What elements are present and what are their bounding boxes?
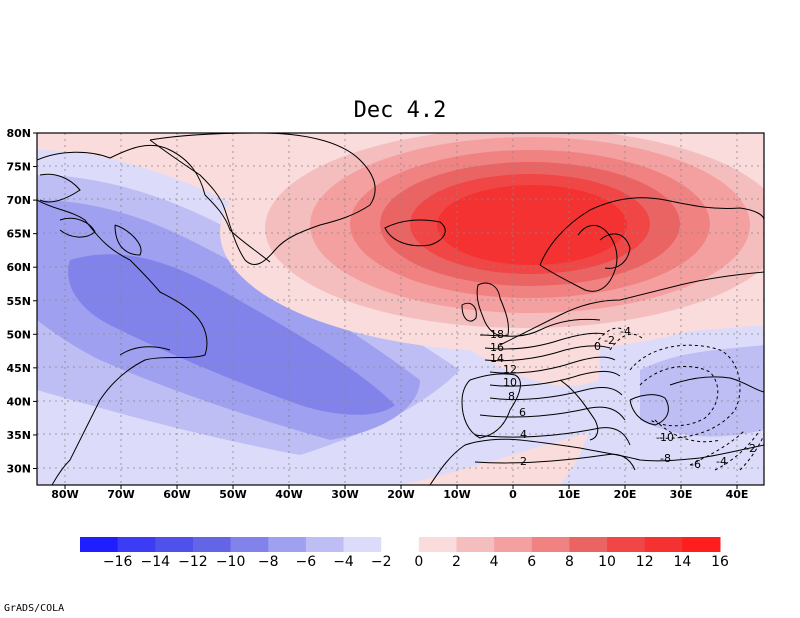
contour-label: 16 [490,341,504,354]
colorbar-swatch [644,537,683,552]
lon-label: 40E [726,488,749,501]
colorbar-label: 14 [673,554,691,570]
colorbar-label: −6 [296,554,317,570]
contour-labels: 18 16 14 12 10 8 6 4 2 0 -2 -4 -10 -8 -6… [490,325,756,471]
shaded-field [37,133,764,485]
colorbar-label: −2 [371,554,392,570]
lat-label: 65N [6,228,31,241]
colorbar-label: 2 [452,554,461,570]
colorbar-swatch [117,537,156,552]
colorbar-swatch [155,537,194,552]
colorbar-label: −12 [178,554,208,570]
colorbar-swatch [343,537,382,552]
contour-label: 14 [490,352,504,365]
colorbar-swatch [418,537,457,552]
colorbar-swatch [607,537,646,552]
contour-label: 6 [519,406,526,419]
lon-label: 10W [443,488,470,501]
lon-label: 30E [670,488,693,501]
credit-label: GrADS/COLA [4,603,65,614]
positive-contours [474,318,636,471]
lat-label: 40N [6,395,31,408]
coastlines [37,133,764,485]
colorbar-swatch [305,537,345,552]
longitude-axis: 80W 70W 60W 50W 40W 30W 20W 10W 0 10E 20E 30E 40E [51,485,748,501]
lat-label: 45N [6,362,31,375]
contour-label: 0 [594,340,601,353]
colorbar-label: −16 [103,554,133,570]
colorbar-label: 6 [527,554,536,570]
contour-label: -4 [716,455,727,468]
colorbar-swatch [80,537,119,552]
lon-label: 60W [163,488,190,501]
contour-label: 18 [490,328,504,341]
lon-label: 80W [51,488,78,501]
contour-label: -2 [745,442,756,455]
lon-label: 20W [387,488,414,501]
latitude-axis: 80N 75N 70N 65N 60N 55N 50N 45N 40N 35N 30N [6,127,37,476]
lat-label: 30N [6,463,31,476]
colorbar-swatch [381,537,420,552]
colorbar-label: 16 [711,554,729,570]
positive-anomaly-region [220,133,764,352]
colorbar-swatch [569,537,608,552]
lon-label: 50W [219,488,246,501]
colorbar-label: 4 [490,554,499,570]
colorbar-label: 0 [414,554,423,570]
colorbar: −16 −14 −12 −10 −8 −6 −4 −2 0 2 4 6 8 10 12 14 16 [80,537,729,570]
colorbar-label: −14 [141,554,171,570]
colorbar-swatch [230,537,269,552]
lat-label: 60N [6,261,31,274]
contour-label: 10 [503,376,517,389]
lat-label: 70N [6,194,31,207]
contour-label: -4 [620,325,631,338]
lon-label: 40W [275,488,302,501]
contour-label: -6 [690,458,701,471]
contour-label: 2 [520,455,527,468]
contour-label: 8 [508,390,515,403]
lon-label: 30W [331,488,358,501]
lon-label: 70W [107,488,134,501]
lat-label: 75N [6,161,31,174]
colorbar-swatch [494,537,533,552]
lat-label: 55N [6,295,31,308]
colorbar-label: −8 [258,554,279,570]
contour-lines [474,318,764,471]
map-title: Dec 4.2 [353,98,447,123]
colorbar-swatch [456,537,495,552]
colorbar-label: 12 [636,554,654,570]
contour-label: 4 [520,428,527,441]
lon-label: 0 [509,488,517,501]
negative-contours [594,327,764,471]
contour-label: -8 [660,452,671,465]
graticule [37,133,764,485]
lon-label: 10E [558,488,581,501]
colorbar-swatch [531,537,570,552]
colorbar-swatch [268,537,307,552]
colorbar-swatch [682,537,721,552]
contour-label: -10 [656,431,674,444]
lat-label: 50N [6,328,31,341]
contour-label: 12 [503,363,517,376]
colorbar-label: 10 [598,554,616,570]
colorbar-label: 8 [565,554,574,570]
colorbar-label: −4 [333,554,354,570]
colorbar-label: −10 [216,554,246,570]
lat-label: 80N [6,127,31,140]
lon-label: 20E [614,488,637,501]
colorbar-swatch [192,537,232,552]
contour-label: -2 [604,334,615,347]
lat-label: 35N [6,429,31,442]
